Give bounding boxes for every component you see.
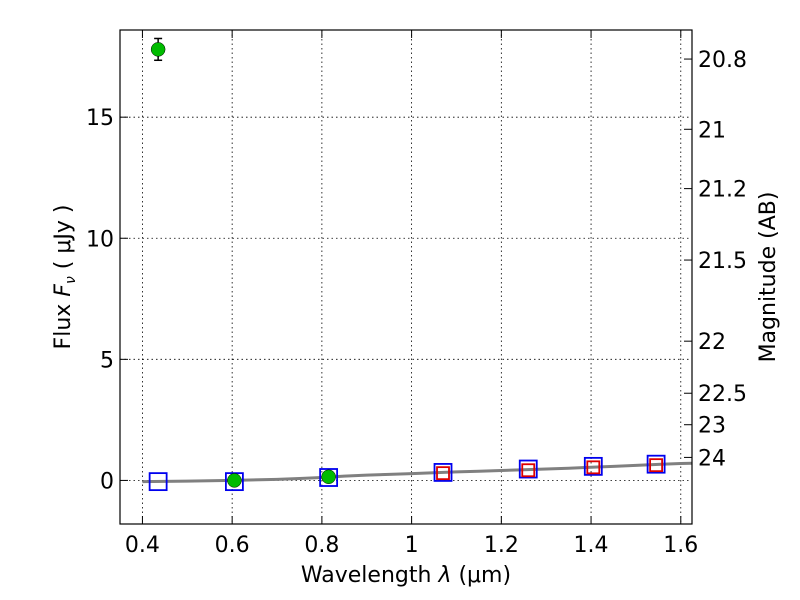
red-square-marker [521, 463, 536, 478]
y2-tick-label: 22 [698, 330, 726, 355]
y-tick-label: 15 [86, 106, 114, 131]
marks-layer [142, 37, 693, 492]
blue-square-marker [319, 468, 339, 487]
y2-tick-label: 21 [698, 118, 726, 143]
blue-square-marker [224, 472, 244, 492]
green-circle-marker [150, 42, 166, 57]
x-tick-label: 0.4 [125, 533, 160, 558]
blue-square-marker [583, 456, 603, 476]
plot-frame [119, 29, 693, 525]
y2-tick-label: 20.8 [698, 48, 747, 73]
x-tick-label: 1.6 [663, 533, 698, 558]
y2-tick-label: 21.5 [698, 249, 747, 274]
y2-axis-label: Magnitude (AB) [756, 192, 781, 363]
grid-layer [120, 30, 692, 524]
green-circle-marker [227, 473, 242, 488]
y2-tick-label: 24 [698, 446, 726, 471]
y2-tick-label: 22.5 [698, 382, 747, 407]
x-tick-label: 1 [405, 533, 419, 558]
model-spectrum-line [142, 461, 693, 484]
red-square-marker [436, 466, 450, 481]
y-tick-label: 10 [86, 227, 114, 252]
y-tick-label: 5 [100, 348, 114, 373]
y-axis-label: Flux Fν ( μJy ) [51, 205, 79, 350]
ticks-layer: 0.4 0.6 0.8 1 1.2 1.4 1.6 0 5 10 15 20.8 21 21.2 21.5 2… [86, 30, 747, 558]
blue-square-marker [433, 463, 453, 482]
blue-square-marker [518, 459, 538, 479]
x-tick-label: 0.8 [304, 533, 339, 558]
red-square-marker [586, 460, 601, 475]
y2-tick-label: 23 [698, 414, 726, 439]
green-circle-marker [321, 469, 336, 485]
y-tick-label: 0 [100, 469, 114, 494]
blue-square-marker [646, 454, 666, 474]
blue-square-marker [148, 472, 168, 492]
x-tick-label: 1.2 [484, 533, 519, 558]
x-tick-label: 0.6 [215, 533, 250, 558]
x-tick-label: 1.4 [574, 533, 609, 558]
red-square-marker [649, 458, 664, 473]
y2-tick-label: 21.2 [698, 178, 747, 203]
x-axis-label: Wavelength λ (μm) [301, 563, 511, 588]
